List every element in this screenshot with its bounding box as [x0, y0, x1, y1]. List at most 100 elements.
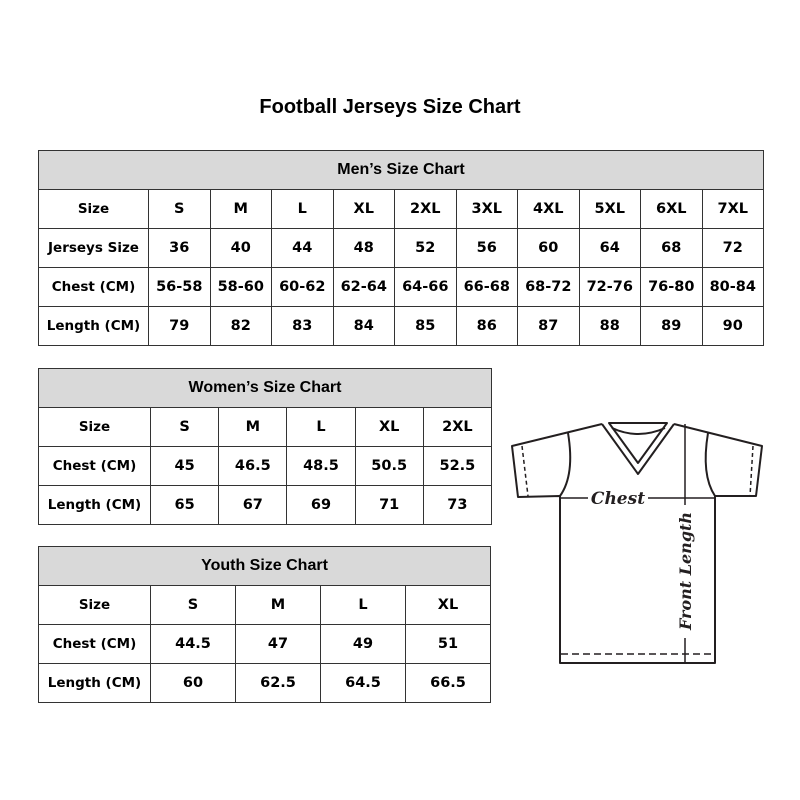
table-cell: 62.5 — [235, 663, 321, 703]
table-row: Length (CM) 65 67 69 71 73 — [38, 485, 493, 525]
page-title: Football Jerseys Size Chart — [259, 96, 521, 118]
row-label: Length (CM) — [38, 663, 151, 703]
table-row: Length (CM) 60 62.5 64.5 66.5 — [38, 663, 491, 703]
table-cell: 52 — [394, 228, 457, 268]
table-cell: S — [149, 407, 220, 447]
table-cell: 88 — [578, 306, 641, 346]
womens-size-table: Women’s Size Chart Size S M L XL 2XL Chest (CM… — [38, 368, 493, 525]
table-cell: 84 — [332, 306, 395, 346]
table-cell: 6XL — [640, 189, 703, 229]
table-cell: 44.5 — [150, 624, 236, 664]
table-cell: 2XL — [394, 189, 457, 229]
table-cell: 71 — [354, 485, 424, 525]
collar-band — [611, 427, 666, 435]
row-label: Jerseys Size — [38, 228, 149, 268]
row-label: Chest (CM) — [38, 267, 149, 307]
table-cell: 66.5 — [405, 663, 491, 703]
youth-table-heading: Youth Size Chart — [38, 546, 491, 586]
front-length-label: Front Length — [676, 512, 695, 631]
left-sleeve-hem — [521, 445, 529, 497]
table-cell: 83 — [271, 306, 334, 346]
left-armhole — [559, 432, 572, 497]
table-row: Chest (CM) 44.5 47 49 51 — [38, 624, 491, 664]
table-cell: M — [209, 189, 272, 229]
table-cell: 87 — [517, 306, 580, 346]
table-cell: 60 — [517, 228, 580, 268]
table-cell: M — [218, 407, 288, 447]
table-cell: 73 — [422, 485, 493, 525]
table-row: Size S M L XL 2XL 3XL 4XL 5XL 6XL 7XL — [38, 189, 764, 229]
table-cell: 40 — [209, 228, 272, 268]
table-cell: 64 — [578, 228, 641, 268]
right-sleeve-hem — [749, 445, 754, 497]
row-label: Size — [38, 585, 151, 625]
table-cell: 3XL — [455, 189, 518, 229]
table-row: Size S M L XL — [38, 585, 491, 625]
table-cell: 5XL — [578, 189, 641, 229]
table-cell: 79 — [148, 306, 211, 346]
table-cell: 45 — [149, 446, 220, 486]
mens-table-heading: Men’s Size Chart — [38, 150, 764, 190]
table-row: Chest (CM) 45 46.5 48.5 50.5 52.5 — [38, 446, 493, 486]
table-cell: L — [320, 585, 406, 625]
row-label: Length (CM) — [38, 306, 149, 346]
table-cell: 72 — [701, 228, 764, 268]
table-row: Jerseys Size 36 40 44 48 52 56 60 64 68 72 — [38, 228, 764, 268]
collar-outer — [601, 423, 675, 475]
youth-size-table: Youth Size Chart Size S M L XL Chest (CM) 44.5… — [38, 546, 491, 703]
table-cell: 69 — [286, 485, 356, 525]
table-cell: 86 — [455, 306, 518, 346]
table-cell: 46.5 — [218, 446, 288, 486]
table-cell: 47 — [235, 624, 321, 664]
table-row: Chest (CM) 56-58 58-60 60-62 62-64 64-66 66-68… — [38, 267, 764, 307]
table-cell: 68-72 — [517, 267, 580, 307]
table-cell: 64-66 — [394, 267, 457, 307]
row-label: Chest (CM) — [38, 446, 151, 486]
table-cell: 68 — [640, 228, 703, 268]
table-cell: 67 — [218, 485, 288, 525]
right-armhole — [704, 432, 716, 497]
jersey-measurement-diagram: Chest Front Length — [511, 422, 763, 664]
table-cell: 80-84 — [701, 267, 764, 307]
table-cell: 56-58 — [148, 267, 211, 307]
jersey-outline — [511, 423, 763, 664]
table-cell: 60 — [150, 663, 236, 703]
table-cell: 90 — [701, 306, 764, 346]
row-label: Size — [38, 189, 149, 229]
table-cell: 62-64 — [332, 267, 395, 307]
table-cell: 60-62 — [271, 267, 334, 307]
table-cell: M — [235, 585, 321, 625]
row-label: Size — [38, 407, 151, 447]
table-cell: 64.5 — [320, 663, 406, 703]
table-cell: S — [150, 585, 236, 625]
table-row: Length (CM) 79 82 83 84 85 86 87 88 89 90 — [38, 306, 764, 346]
table-cell: 72-76 — [578, 267, 641, 307]
table-cell: L — [286, 407, 356, 447]
table-cell: 56 — [455, 228, 518, 268]
chest-label: Chest — [591, 489, 645, 509]
table-cell: 50.5 — [354, 446, 424, 486]
table-cell: 36 — [148, 228, 211, 268]
table-cell: 48.5 — [286, 446, 356, 486]
table-cell: 58-60 — [209, 267, 272, 307]
table-cell: 44 — [271, 228, 334, 268]
table-cell: 76-80 — [640, 267, 703, 307]
table-cell: 49 — [320, 624, 406, 664]
table-cell: L — [271, 189, 334, 229]
table-cell: 48 — [332, 228, 395, 268]
table-cell: S — [148, 189, 211, 229]
table-cell: 85 — [394, 306, 457, 346]
table-cell: 66-68 — [455, 267, 518, 307]
table-row: Size S M L XL 2XL — [38, 407, 493, 447]
table-cell: 82 — [209, 306, 272, 346]
table-cell: XL — [354, 407, 424, 447]
table-cell: XL — [405, 585, 491, 625]
table-cell: 4XL — [517, 189, 580, 229]
table-cell: 7XL — [701, 189, 764, 229]
table-cell: 65 — [149, 485, 220, 525]
collar-inner — [608, 422, 668, 464]
mens-size-table: Men’s Size Chart Size S M L XL 2XL 3XL 4XL 5XL 6X… — [38, 150, 764, 346]
row-label: Chest (CM) — [38, 624, 151, 664]
womens-table-heading: Women’s Size Chart — [38, 368, 492, 408]
table-cell: 52.5 — [422, 446, 493, 486]
